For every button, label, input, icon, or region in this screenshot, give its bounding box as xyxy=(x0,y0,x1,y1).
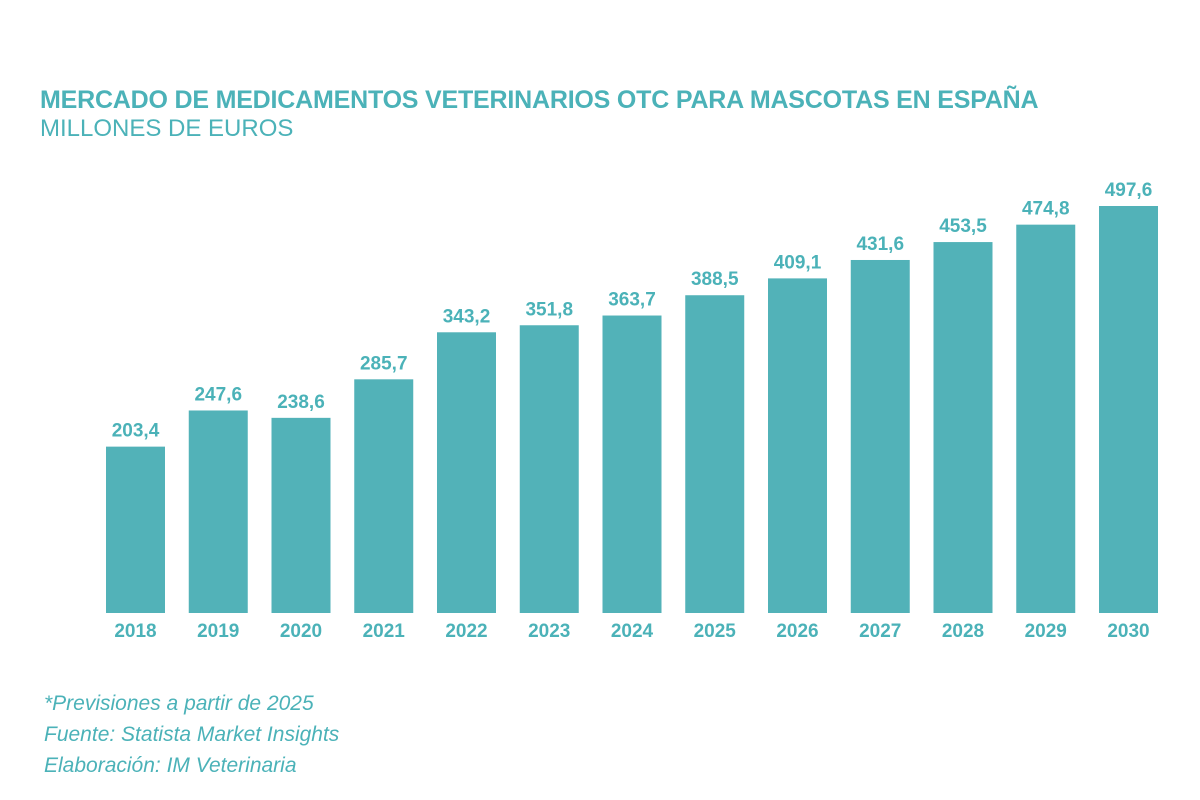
x-tick-label: 2022 xyxy=(445,621,487,642)
x-tick-label: 2020 xyxy=(280,621,322,642)
x-tick-label: 2027 xyxy=(859,621,901,642)
source-note: Fuente: Statista Market Insights xyxy=(44,723,340,746)
x-tick-label: 2019 xyxy=(197,621,239,642)
value-label: 203,4 xyxy=(112,421,160,442)
bar-2022 xyxy=(437,332,496,613)
bar-2028 xyxy=(933,242,993,613)
value-label: 474,8 xyxy=(1022,199,1070,220)
value-label: 343,2 xyxy=(443,306,491,327)
value-label: 497,6 xyxy=(1105,180,1153,201)
bar-2027 xyxy=(850,259,910,613)
x-tick-label: 2018 xyxy=(114,621,156,642)
bar-2025 xyxy=(685,295,745,613)
bar-2030 xyxy=(1099,206,1158,613)
x-tick-label: 2028 xyxy=(942,621,984,642)
bar-2023 xyxy=(519,325,579,613)
x-tick-label: 2029 xyxy=(1025,621,1067,642)
x-tick-label: 2026 xyxy=(776,621,818,642)
x-tick-label: 2025 xyxy=(694,621,737,642)
bar-2026 xyxy=(768,278,827,613)
bar-2021 xyxy=(354,379,414,613)
bar-2018 xyxy=(106,446,165,613)
chart-subtitle: MILLONES DE EUROS xyxy=(40,115,294,142)
value-label: 363,7 xyxy=(608,290,656,311)
forecast-note: *Previsiones a partir de 2025 xyxy=(44,692,314,715)
value-label: 351,8 xyxy=(525,299,573,320)
value-label: 453,5 xyxy=(939,216,987,237)
bar-2029 xyxy=(1016,224,1076,613)
value-label: 388,5 xyxy=(691,269,739,290)
chart-title: MERCADO DE MEDICAMENTOS VETERINARIOS OTC… xyxy=(40,86,1039,114)
value-label: 247,6 xyxy=(194,384,242,405)
bar-2020 xyxy=(271,417,331,613)
x-tick-label: 2023 xyxy=(528,621,570,642)
x-tick-label: 2024 xyxy=(611,621,654,642)
bar-2019 xyxy=(188,410,248,613)
x-tick-label: 2021 xyxy=(363,621,406,642)
value-label: 431,6 xyxy=(856,234,904,255)
value-label: 409,1 xyxy=(774,252,822,273)
value-label: 238,6 xyxy=(277,392,325,413)
credit-note: Elaboración: IM Veterinaria xyxy=(44,754,297,777)
x-tick-label: 2030 xyxy=(1107,621,1149,642)
value-label: 285,7 xyxy=(360,353,408,374)
chart-notes: *Previsiones a partir de 2025 Fuente: St… xyxy=(44,688,339,781)
bar-2024 xyxy=(602,315,662,613)
